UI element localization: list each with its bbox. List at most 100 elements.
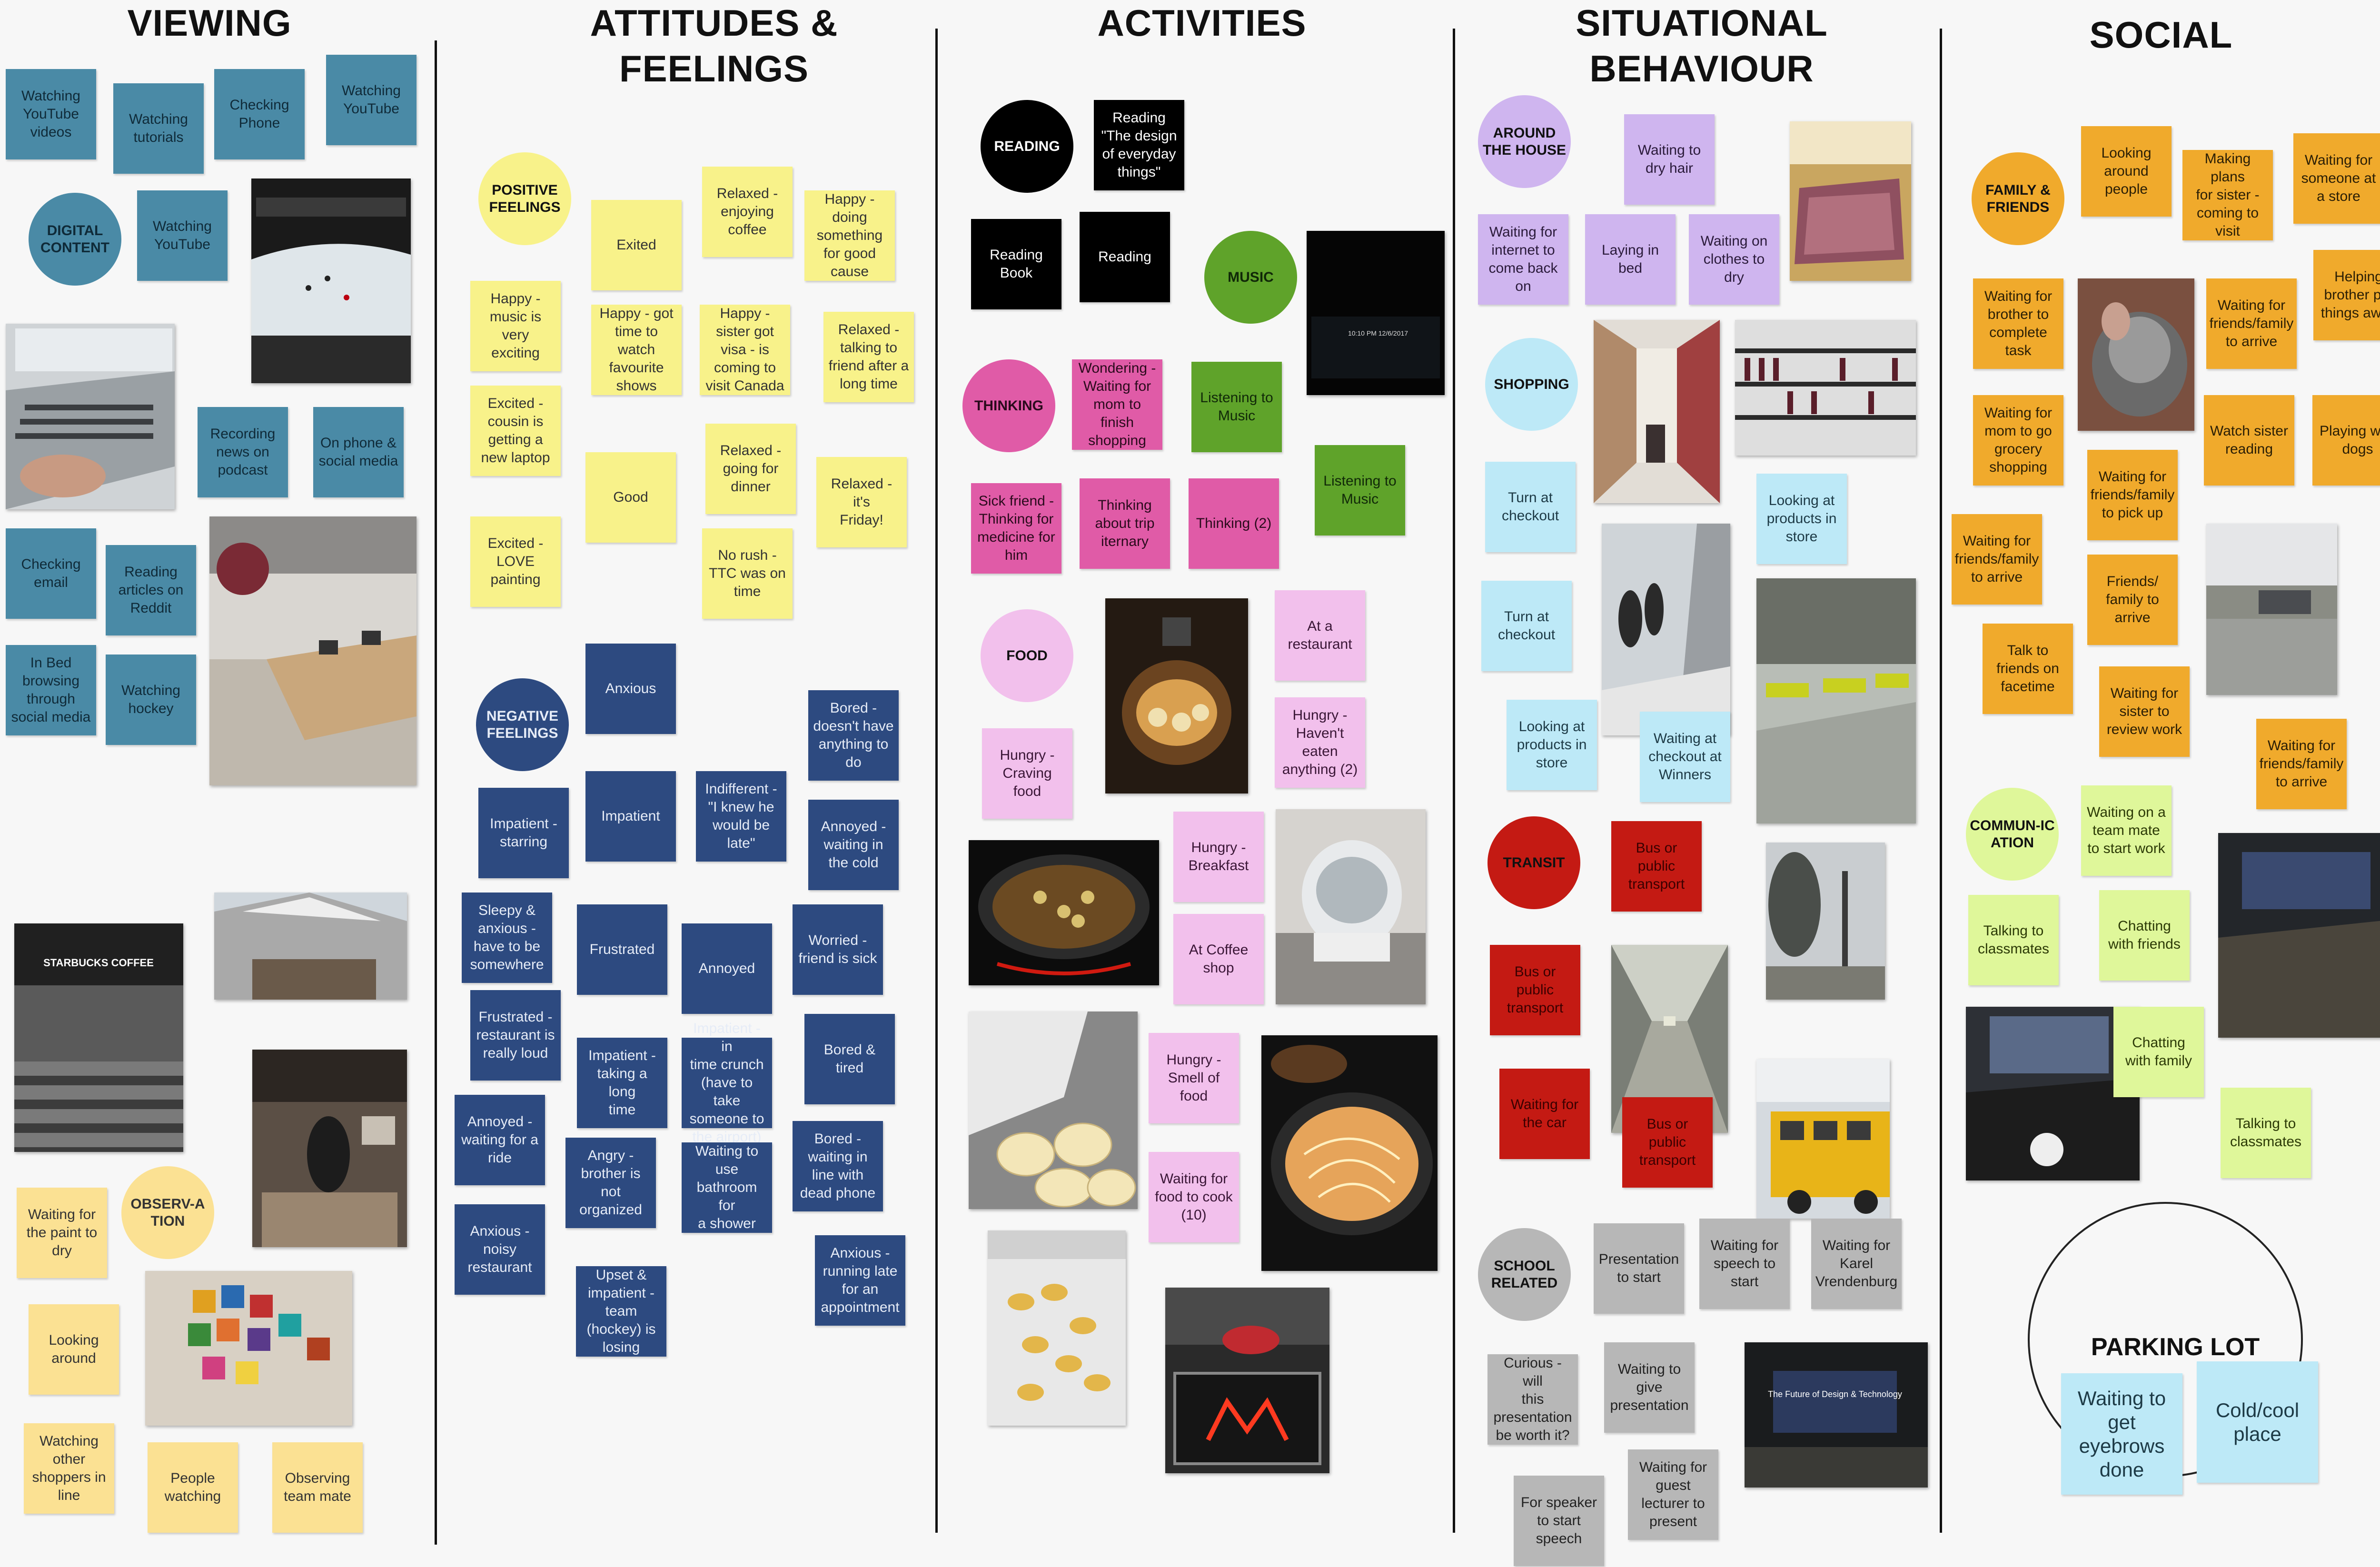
category-reading[interactable]: READING <box>981 100 1073 193</box>
sticky-note[interactable]: Indifferent - "I knew he would be late" <box>696 771 786 862</box>
sticky-note[interactable]: Wondering - Waiting for mom to finish sh… <box>1072 359 1162 450</box>
sticky-note[interactable]: Excited - cousin is getting a new laptop <box>470 386 561 476</box>
sticky-note[interactable]: Happy - sister got visa - is coming to v… <box>700 305 790 395</box>
sticky-note[interactable]: Chatting with family <box>2113 1007 2204 1097</box>
sticky-note[interactable]: Laying in bed <box>1585 214 1676 305</box>
category-thinking[interactable]: THINKING <box>962 359 1055 452</box>
sticky-note[interactable]: Hungry - Breakfast <box>1173 812 1264 902</box>
photo-classroom-screen[interactable] <box>1966 1007 2140 1180</box>
sticky-note[interactable]: Waiting for food to cook (10) <box>1149 1152 1239 1242</box>
category-music[interactable]: MUSIC <box>1204 231 1297 324</box>
sticky-note[interactable]: Relaxed - talking to friend after a long… <box>823 312 914 402</box>
photo-lecture-screen[interactable]: The Future of Design & Technology <box>1745 1342 1928 1488</box>
sticky-note[interactable]: Watching tutorials <box>113 83 204 174</box>
photo-air-fryer[interactable] <box>1105 598 1248 793</box>
category-family-friends[interactable]: FAMILY & FRIENDS <box>1972 152 2064 245</box>
sticky-note[interactable]: Turn at checkout <box>1481 581 1572 671</box>
sticky-note[interactable]: Thinking about trip iternary <box>1080 478 1170 569</box>
sticky-note[interactable]: Happy - music is very exciting <box>470 281 561 371</box>
sticky-note[interactable]: Impatient - taking a long time <box>577 1038 667 1128</box>
sticky-note[interactable]: Talk to friends on facetime <box>1983 624 2073 714</box>
category-negative-feelings[interactable]: NEGATIVE FEELINGS <box>476 678 569 771</box>
sticky-note[interactable]: Talking to classmates <box>1968 895 2059 985</box>
sticky-note[interactable]: Waiting to dry hair <box>1624 114 1715 205</box>
sticky-note[interactable]: Annoyed - waiting for a ride <box>455 1095 545 1185</box>
sticky-note[interactable]: Listening to Music <box>1191 362 1282 452</box>
sticky-note[interactable]: Hungry - Haven't eaten anything (2) <box>1275 697 1365 788</box>
sticky-note[interactable]: Friends/ family to arrive <box>2087 555 2178 645</box>
sticky-note[interactable]: Waiting for friends/family to arrive <box>2256 719 2347 809</box>
photo-school-bus[interactable] <box>1756 1059 1890 1219</box>
sticky-note[interactable]: Waiting on clothes to dry <box>1689 214 1779 305</box>
sticky-note[interactable]: Relaxed - enjoying coffee <box>702 167 793 257</box>
sticky-note[interactable]: Relaxed - it's Friday! <box>816 457 907 547</box>
sticky-note[interactable]: Presentation to start <box>1594 1223 1684 1314</box>
sticky-note[interactable]: In Bed browsing through social media <box>6 645 96 735</box>
sticky-note[interactable]: Angry - brother is not organized <box>565 1138 656 1228</box>
sticky-note[interactable]: Waiting to give presentation <box>1604 1342 1695 1433</box>
sticky-note[interactable]: Waiting for friends/family to arrive <box>2206 278 2297 369</box>
sticky-note[interactable]: Waiting for speech to start <box>1699 1219 1790 1309</box>
sticky-note[interactable]: Recording news on podcast <box>198 407 288 497</box>
photo-lecture-hall[interactable] <box>2218 833 2380 1038</box>
sticky-note[interactable]: Checking email <box>6 528 96 619</box>
sticky-note[interactable]: Waiting for someone at a store <box>2293 133 2380 224</box>
photo-stove-oven[interactable] <box>1165 1288 1329 1473</box>
category-observation[interactable]: OBSERV-A TION <box>121 1166 214 1259</box>
sticky-note[interactable]: Bored & tired <box>804 1014 895 1104</box>
sticky-note[interactable]: Reading articles on Reddit <box>106 545 196 635</box>
sticky-note[interactable]: Waiting for guest lecturer to present <box>1628 1449 1718 1540</box>
sticky-note[interactable]: Helping brother put things away <box>2313 250 2380 340</box>
photo-baked-food[interactable] <box>988 1230 1126 1426</box>
sticky-note[interactable]: Waiting for Karel Vrendenburg <box>1811 1219 1902 1309</box>
photo-hockey-game[interactable] <box>251 179 411 383</box>
sticky-note[interactable]: Anxious <box>585 644 676 734</box>
sticky-note[interactable]: Waiting for the car <box>1499 1069 1590 1159</box>
photo-people-queue[interactable] <box>252 1050 407 1247</box>
sticky-note[interactable]: Waiting to get eyebrows done <box>2061 1373 2182 1495</box>
photo-wine-shelves[interactable] <box>1735 320 1916 456</box>
sticky-note[interactable]: Thinking (2) <box>1189 478 1279 569</box>
sticky-note[interactable]: Observing team mate <box>272 1442 363 1533</box>
category-school-related[interactable]: SCHOOL RELATED <box>1478 1228 1571 1321</box>
category-transit[interactable]: TRANSIT <box>1488 816 1580 909</box>
sticky-note[interactable]: Bus or public transport <box>1622 1097 1713 1188</box>
sticky-note[interactable]: Impatient <box>585 771 676 862</box>
sticky-note[interactable]: Bus or public transport <box>1611 821 1702 912</box>
category-shopping[interactable]: SHOPPING <box>1485 338 1578 431</box>
sticky-note[interactable]: Happy - doing something for good cause <box>804 190 895 281</box>
sticky-note[interactable]: Chatting with friends <box>2099 890 2190 981</box>
sticky-note[interactable]: Impatient - starring <box>478 788 569 878</box>
sticky-note[interactable]: Cold/cool place <box>2197 1361 2318 1483</box>
sticky-note[interactable]: On phone & social media <box>313 407 404 497</box>
category-around-the-house[interactable]: AROUND THE HOUSE <box>1478 95 1571 188</box>
sticky-note[interactable]: Waiting for brother to complete task <box>1973 278 2063 369</box>
sticky-note[interactable]: Bus or public transport <box>1490 945 1580 1035</box>
sticky-note[interactable]: Waiting for mom to go grocery shopping <box>1973 395 2063 486</box>
sticky-note[interactable]: Reading Book <box>971 219 1061 309</box>
sticky-note[interactable]: Reading <box>1080 212 1170 302</box>
photo-checkout-line[interactable] <box>1602 524 1730 735</box>
sticky-note[interactable]: Hungry - Smell of food <box>1149 1033 1239 1123</box>
photo-tent-street[interactable] <box>214 893 407 1000</box>
photo-bed-pillow[interactable] <box>1790 121 1911 281</box>
photo-apple-store[interactable] <box>209 516 416 785</box>
sticky-note[interactable]: Waiting on a team mate to start work <box>2081 785 2172 876</box>
sticky-note[interactable]: Listening to Music <box>1315 445 1405 536</box>
sticky-note[interactable]: Waiting for sister to review work <box>2099 666 2190 757</box>
category-food[interactable]: FOOD <box>981 609 1073 702</box>
sticky-note[interactable]: Making plans for sister - coming to visi… <box>2182 150 2273 240</box>
sticky-note[interactable]: Curious - will this presentation be wort… <box>1488 1354 1578 1445</box>
sticky-note[interactable]: At a restaurant <box>1275 590 1365 681</box>
sticky-note[interactable]: Playing with dogs <box>2312 395 2380 486</box>
photo-supermarket-checkout[interactable] <box>1756 578 1916 823</box>
sticky-note[interactable]: Waiting to use bathroom for a shower <box>682 1142 772 1233</box>
photo-pan-cooking[interactable] <box>969 840 1159 985</box>
sticky-note[interactable]: Watch sister reading <box>2204 395 2294 486</box>
sticky-note[interactable]: Bored - doesn't have anything to do <box>808 690 899 781</box>
sticky-note[interactable]: Waiting for internet to come back on <box>1478 214 1568 305</box>
photo-starbucks[interactable]: STARBUCKS COFFEE <box>14 923 183 1152</box>
category-communication[interactable]: COMMUN-IC ATION <box>1966 788 2059 881</box>
sticky-note[interactable]: At Coffee shop <box>1173 914 1264 1004</box>
sticky-note[interactable]: Worried - friend is sick <box>793 904 883 995</box>
